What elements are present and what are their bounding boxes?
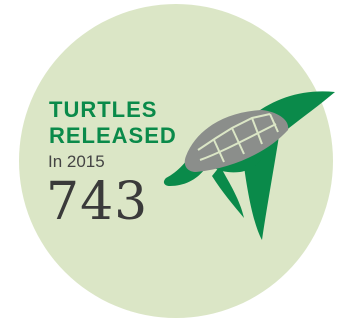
badge-title-line1: TURTLES [49, 97, 158, 122]
turtle-shell-pattern [197, 113, 279, 163]
badge-title-line2: RELEASED [49, 123, 177, 148]
badge-circle [19, 4, 333, 318]
badge-subtitle: In 2015 [48, 152, 105, 171]
badge-count: 743 [46, 172, 149, 232]
badge-title: TURTLES RELEASED [49, 97, 177, 149]
turtle-rear-flipper [212, 166, 244, 218]
